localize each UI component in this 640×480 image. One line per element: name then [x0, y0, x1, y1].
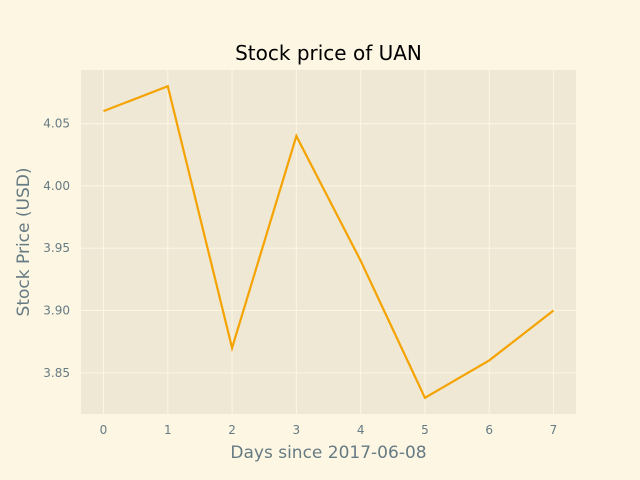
- chart-title: Stock price of UAN: [235, 41, 422, 65]
- x-tick-label: 7: [550, 423, 558, 437]
- x-tick-label: 0: [100, 423, 108, 437]
- y-tick-label: 3.90: [43, 304, 70, 318]
- y-axis-label: Stock Price (USD): [14, 168, 34, 317]
- x-axis-label: Days since 2017-06-08: [230, 443, 426, 463]
- x-tick-label: 2: [228, 423, 236, 437]
- x-tick-label: 4: [357, 423, 365, 437]
- y-tick-label: 3.95: [43, 241, 70, 255]
- series-line: [103, 84, 555, 400]
- x-tick-label: 6: [485, 423, 493, 437]
- ticks: 0 1 2 3 4 5 6 7 3.85 3.90 3.95 4.00 4.05: [43, 117, 557, 437]
- y-tick-label: 4.00: [43, 179, 70, 193]
- x-tick-label: 5: [421, 423, 429, 437]
- y-tick-label: 3.85: [43, 366, 70, 380]
- y-tick-label: 4.05: [43, 117, 70, 131]
- x-tick-label: 3: [293, 423, 301, 437]
- series-group: [103, 84, 555, 400]
- x-tick-label: 1: [164, 423, 172, 437]
- plot-area: [81, 70, 576, 414]
- grid: [81, 70, 576, 414]
